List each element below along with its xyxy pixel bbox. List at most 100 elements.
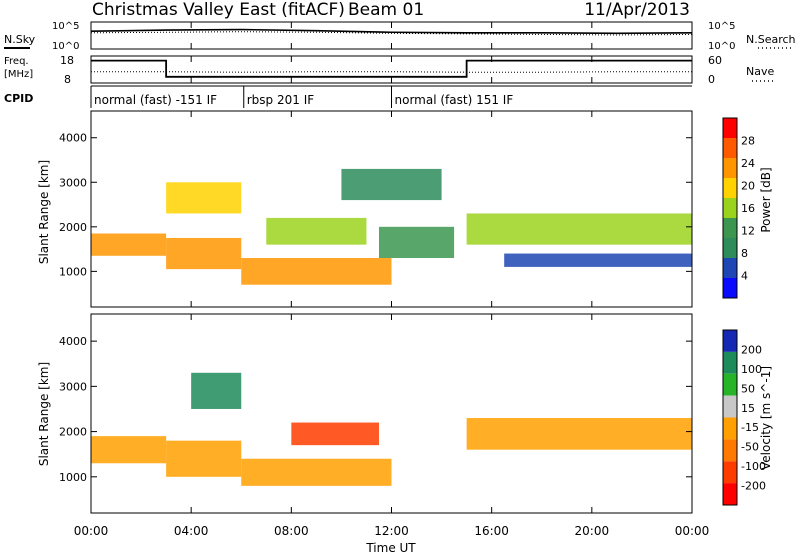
echo-region (241, 458, 392, 486)
colorbar-swatch (723, 330, 737, 352)
nave-tick-top: 60 (708, 54, 722, 67)
noise-panel: N.Sky 10^5 10^0 10^5 10^0 N.Search (4, 21, 796, 52)
colorbar-tick-label: 8 (741, 247, 748, 260)
cpid-segment-label: rbsp 201 IF (247, 93, 314, 107)
colorbar-swatch (723, 439, 737, 462)
colorbar-tick-label: 100 (741, 363, 762, 376)
freq-label: Freq. (4, 56, 29, 67)
x-tick-label: 04:00 (174, 524, 209, 538)
power-echo-regions (91, 168, 692, 285)
echo-region (291, 422, 379, 446)
echo-region (91, 436, 167, 464)
y-tick-label: 4000 (59, 132, 87, 145)
echo-region (166, 182, 242, 214)
x-tick-label: 12:00 (374, 524, 409, 538)
colorbar-tick-label: -200 (741, 480, 766, 493)
echo-region (466, 418, 692, 450)
freq-tick-bottom: 8 (64, 73, 71, 86)
echo-region (166, 440, 242, 477)
colorbar-tick-label: 4 (741, 270, 748, 283)
power-colorbar: Power [dB] 28 24 20 16 12 8 4 (722, 117, 773, 299)
y-tick-label: 1000 (59, 471, 87, 484)
nsky-series-line (90, 28, 693, 35)
colorbar-tick-label: 200 (741, 343, 762, 356)
velocity-y-ticks: 1000 2000 3000 4000 (59, 335, 692, 484)
date-label: 11/Apr/2013 (584, 0, 690, 20)
colorbar-swatch (723, 351, 737, 374)
x-tick-label: 16:00 (474, 524, 509, 538)
power-panel: Slant Range [km] 1000 2000 3000 4000 (37, 110, 693, 308)
echo-region (266, 217, 367, 245)
y-tick-label: 3000 (59, 176, 87, 189)
nsearch-label: N.Search (746, 33, 796, 46)
y-tick-label: 1000 (59, 265, 87, 278)
cpid-label: CPID (4, 92, 33, 105)
colorbar-swatch (723, 238, 737, 258)
colorbar-swatch (723, 178, 737, 198)
echo-region (241, 258, 392, 285)
cpid-segment-label: normal (fast) 151 IF (395, 93, 514, 107)
frequency-panel: Freq. [MHz] 18 8 60 0 Nave (4, 54, 776, 86)
colorbar-swatch (723, 118, 737, 138)
colorbar-swatch (723, 278, 737, 298)
colorbar-tick-label: 50 (741, 382, 755, 395)
nave-tick-bottom: 0 (708, 73, 715, 86)
freq-tick-top: 18 (60, 54, 74, 67)
colorbar-tick-label: 28 (741, 135, 755, 148)
x-tick-label: 00:00 (675, 524, 710, 538)
power-y-ticks: 1000 2000 3000 4000 (59, 132, 692, 278)
colorbar-tick-label: -15 (741, 421, 759, 434)
y-tick-label: 2000 (59, 426, 87, 439)
echo-region (504, 253, 692, 267)
colorbar-tick-label: -50 (741, 441, 759, 454)
x-tick-label: 20:00 (575, 524, 610, 538)
noise-tick-right-top: 10^5 (708, 21, 735, 32)
nave-label: Nave (746, 65, 774, 78)
freq-series-line (91, 59, 692, 78)
velocity-panel: Slant Range [km] 1000 2000 3000 4000 (37, 313, 693, 514)
colorbar-swatch (723, 158, 737, 178)
velocity-echo-regions (91, 372, 692, 486)
echo-region (166, 237, 242, 270)
echo-region (91, 233, 167, 256)
y-tick-label: 2000 (59, 221, 87, 234)
colorbar-tick-label: 20 (741, 180, 755, 193)
colorbar-swatch (723, 373, 737, 396)
colorbar-tick-label: 12 (741, 225, 755, 238)
power-y-axis-label: Slant Range [km] (37, 160, 51, 264)
power-colorbar-label: Power [dB] (759, 167, 773, 232)
echo-region (341, 168, 442, 201)
colorbar-swatch (723, 258, 737, 278)
echo-region (466, 213, 692, 245)
colorbar-frame (722, 117, 738, 299)
colorbar-swatch (723, 417, 737, 440)
beam-label: Beam 01 (348, 0, 424, 20)
figure-title: Christmas Valley East (fitACF) (92, 0, 345, 20)
colorbar-tick-label: -100 (741, 460, 766, 473)
colorbar-swatch (723, 461, 737, 484)
colorbar-swatch (723, 395, 737, 418)
noise-tick-left-bottom: 10^0 (52, 41, 79, 52)
colorbar-swatch (723, 138, 737, 158)
cpid-segment-label: normal (fast) -151 IF (94, 93, 217, 107)
noise-tick-left-top: 10^5 (52, 21, 79, 32)
echo-region (378, 226, 455, 258)
colorbar-swatch (723, 483, 737, 505)
x-tick-label: 08:00 (274, 524, 309, 538)
x-axis-label: Time UT (365, 541, 416, 554)
velocity-colorbar: Velocity [m s^-1] 200 100 50 15 -15 -50 -100 -2… (722, 329, 773, 506)
velocity-y-axis-label: Slant Range [km] (37, 362, 51, 466)
colorbar-swatch (723, 218, 737, 238)
nsearch-series-line (90, 31, 693, 36)
velocity-colorbar-label: Velocity [m s^-1] (759, 366, 773, 470)
colorbar-tick-label: 16 (741, 202, 755, 215)
cpid-row: CPID normal (fast) -151 IF rbsp 201 IF nor… (4, 85, 692, 108)
freq-unit-label: [MHz] (4, 69, 33, 80)
echo-region (191, 372, 242, 409)
noise-tick-right-bottom: 10^0 (708, 41, 735, 52)
y-tick-label: 4000 (59, 335, 87, 348)
colorbar-frame (722, 329, 738, 506)
colorbar-tick-label: 24 (741, 157, 755, 170)
colorbar-swatch (723, 198, 737, 218)
